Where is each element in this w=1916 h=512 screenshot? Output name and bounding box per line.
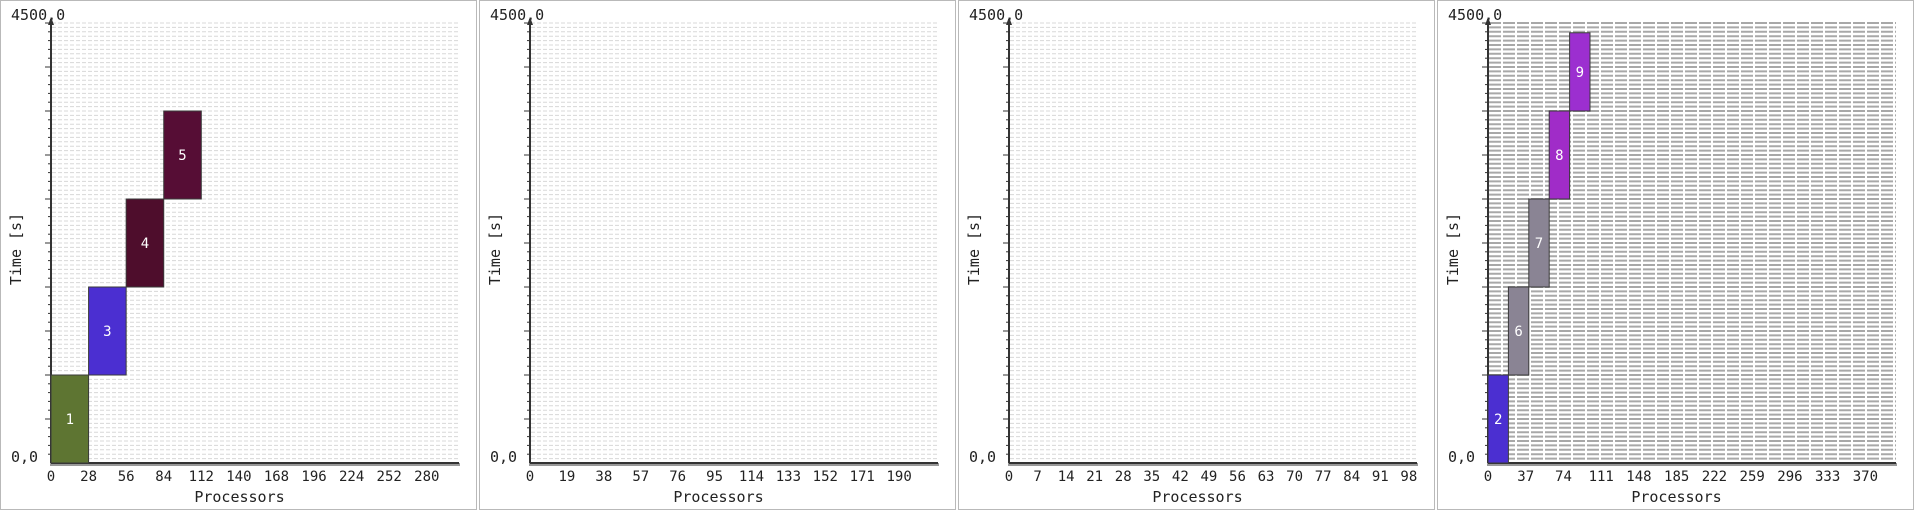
x-tick-label: 152 (813, 469, 838, 485)
x-axis-label: Processors (1631, 488, 1722, 506)
x-tick-label: 280 (414, 469, 439, 485)
x-tick-label: 370 (1853, 469, 1878, 485)
job-bar-7[interactable] (1528, 198, 1550, 288)
gantt-plot-1: 0 28 56 84 112 140 168 196 224 252 280 1 3 4 5 (45, 17, 460, 485)
x-tick-label: 222 (1702, 469, 1727, 485)
x-tick-label: 111 (1589, 469, 1614, 485)
gantt-panel-1: 4500,0 0,0 Time [s] 0 28 56 84 112 140 168 196 2… (0, 0, 477, 510)
job-label-2: 2 (1494, 412, 1502, 428)
x-tick-label: 84 (1343, 469, 1360, 485)
job-bar-6[interactable] (1507, 286, 1530, 376)
x-tick-label: 196 (301, 469, 326, 485)
job-bar-9[interactable] (1569, 32, 1591, 112)
y-min-label: 0,0 (11, 448, 39, 466)
job-label-3: 3 (103, 324, 111, 340)
x-tick-label: 76 (669, 469, 686, 485)
job-bar-2[interactable] (1487, 374, 1509, 464)
job-bar-4[interactable] (125, 198, 165, 288)
y-axis-arrow (527, 17, 533, 25)
gantt-panel-2: 4500,0 0,0 Time [s] 0 19 38 57 76 95 114 133 152… (479, 0, 956, 510)
x-tick-label: 171 (850, 469, 875, 485)
x-tick-label: 57 (632, 469, 649, 485)
x-tick-label: 0 (1005, 469, 1013, 485)
y-min-label: 0,0 (490, 448, 518, 466)
x-tick-label: 77 (1315, 469, 1332, 485)
x-tick-label: 21 (1086, 469, 1103, 485)
x-tick-label: 168 (264, 469, 289, 485)
x-tick-label: 49 (1200, 469, 1217, 485)
x-tick-label: 91 (1372, 469, 1389, 485)
y-axis-arrow (1006, 17, 1012, 25)
x-tick-label: 28 (1115, 469, 1132, 485)
x-tick-label: 259 (1740, 469, 1765, 485)
x-tick-label: 84 (155, 469, 172, 485)
x-tick-label: 70 (1286, 469, 1303, 485)
x-tick-label: 185 (1664, 469, 1689, 485)
gantt-plot-4: 0 37 74 111 148 185 222 259 296 333 370 2 6 7 8 9 (1482, 17, 1897, 485)
x-tick-label: 37 (1517, 469, 1534, 485)
x-tick-label: 56 (1229, 469, 1246, 485)
y-axis-arrow (1485, 17, 1491, 25)
job-bar-1[interactable] (50, 374, 90, 464)
x-tick-label: 14 (1058, 469, 1075, 485)
x-tick-label: 7 (1033, 469, 1041, 485)
job-label-4: 4 (141, 236, 149, 252)
x-tick-label: 19 (558, 469, 575, 485)
job-label-9: 9 (1576, 65, 1584, 81)
job-bar-8[interactable] (1548, 110, 1571, 200)
x-axis-label: Processors (1152, 488, 1243, 506)
gantt-plot-2: 0 19 38 57 76 95 114 133 152 171 190 (524, 17, 939, 485)
x-tick-label: 133 (776, 469, 801, 485)
x-tick-label: 190 (886, 469, 911, 485)
x-tick-label: 333 (1815, 469, 1840, 485)
x-tick-label: 224 (339, 469, 364, 485)
job-label-7: 7 (1535, 236, 1543, 252)
x-axis-label: Processors (673, 488, 764, 506)
x-tick-label: 0 (526, 469, 534, 485)
job-label-5: 5 (178, 148, 186, 164)
x-tick-label: 35 (1143, 469, 1160, 485)
x-tick-label: 112 (189, 469, 214, 485)
x-tick-label: 28 (80, 469, 97, 485)
x-tick-label: 98 (1400, 469, 1417, 485)
job-label-1: 1 (66, 412, 74, 428)
gantt-panel-3: 4500,0 0,0 Time [s] 0 7 14 21 28 35 42 49 56 63 70… (958, 0, 1435, 510)
x-tick-label: 95 (706, 469, 723, 485)
x-tick-label: 0 (47, 469, 55, 485)
x-tick-label: 56 (118, 469, 135, 485)
y-axis-arrow (48, 17, 54, 25)
x-tick-label: 296 (1777, 469, 1802, 485)
x-tick-label: 42 (1172, 469, 1189, 485)
x-tick-label: 252 (377, 469, 402, 485)
x-tick-label: 0 (1484, 469, 1492, 485)
x-tick-label: 74 (1555, 469, 1572, 485)
job-bar-5[interactable] (163, 110, 202, 200)
x-tick-label: 148 (1626, 469, 1651, 485)
gantt-panel-4: 4500,0 0,0 Time [s] 0 37 74 111 148 185 222 259… (1437, 0, 1914, 510)
x-tick-label: 114 (739, 469, 764, 485)
job-bar-3[interactable] (88, 286, 127, 376)
x-tick-label: 38 (595, 469, 612, 485)
job-label-6: 6 (1514, 324, 1522, 340)
x-axis-label: Processors (194, 488, 285, 506)
gantt-plot-3: 0 7 14 21 28 35 42 49 56 63 70 77 84 91 98 (1003, 17, 1418, 485)
x-tick-label: 140 (226, 469, 251, 485)
y-min-label: 0,0 (969, 448, 997, 466)
y-min-label: 0,0 (1448, 448, 1476, 466)
x-tick-label: 63 (1258, 469, 1275, 485)
job-label-8: 8 (1555, 148, 1563, 164)
